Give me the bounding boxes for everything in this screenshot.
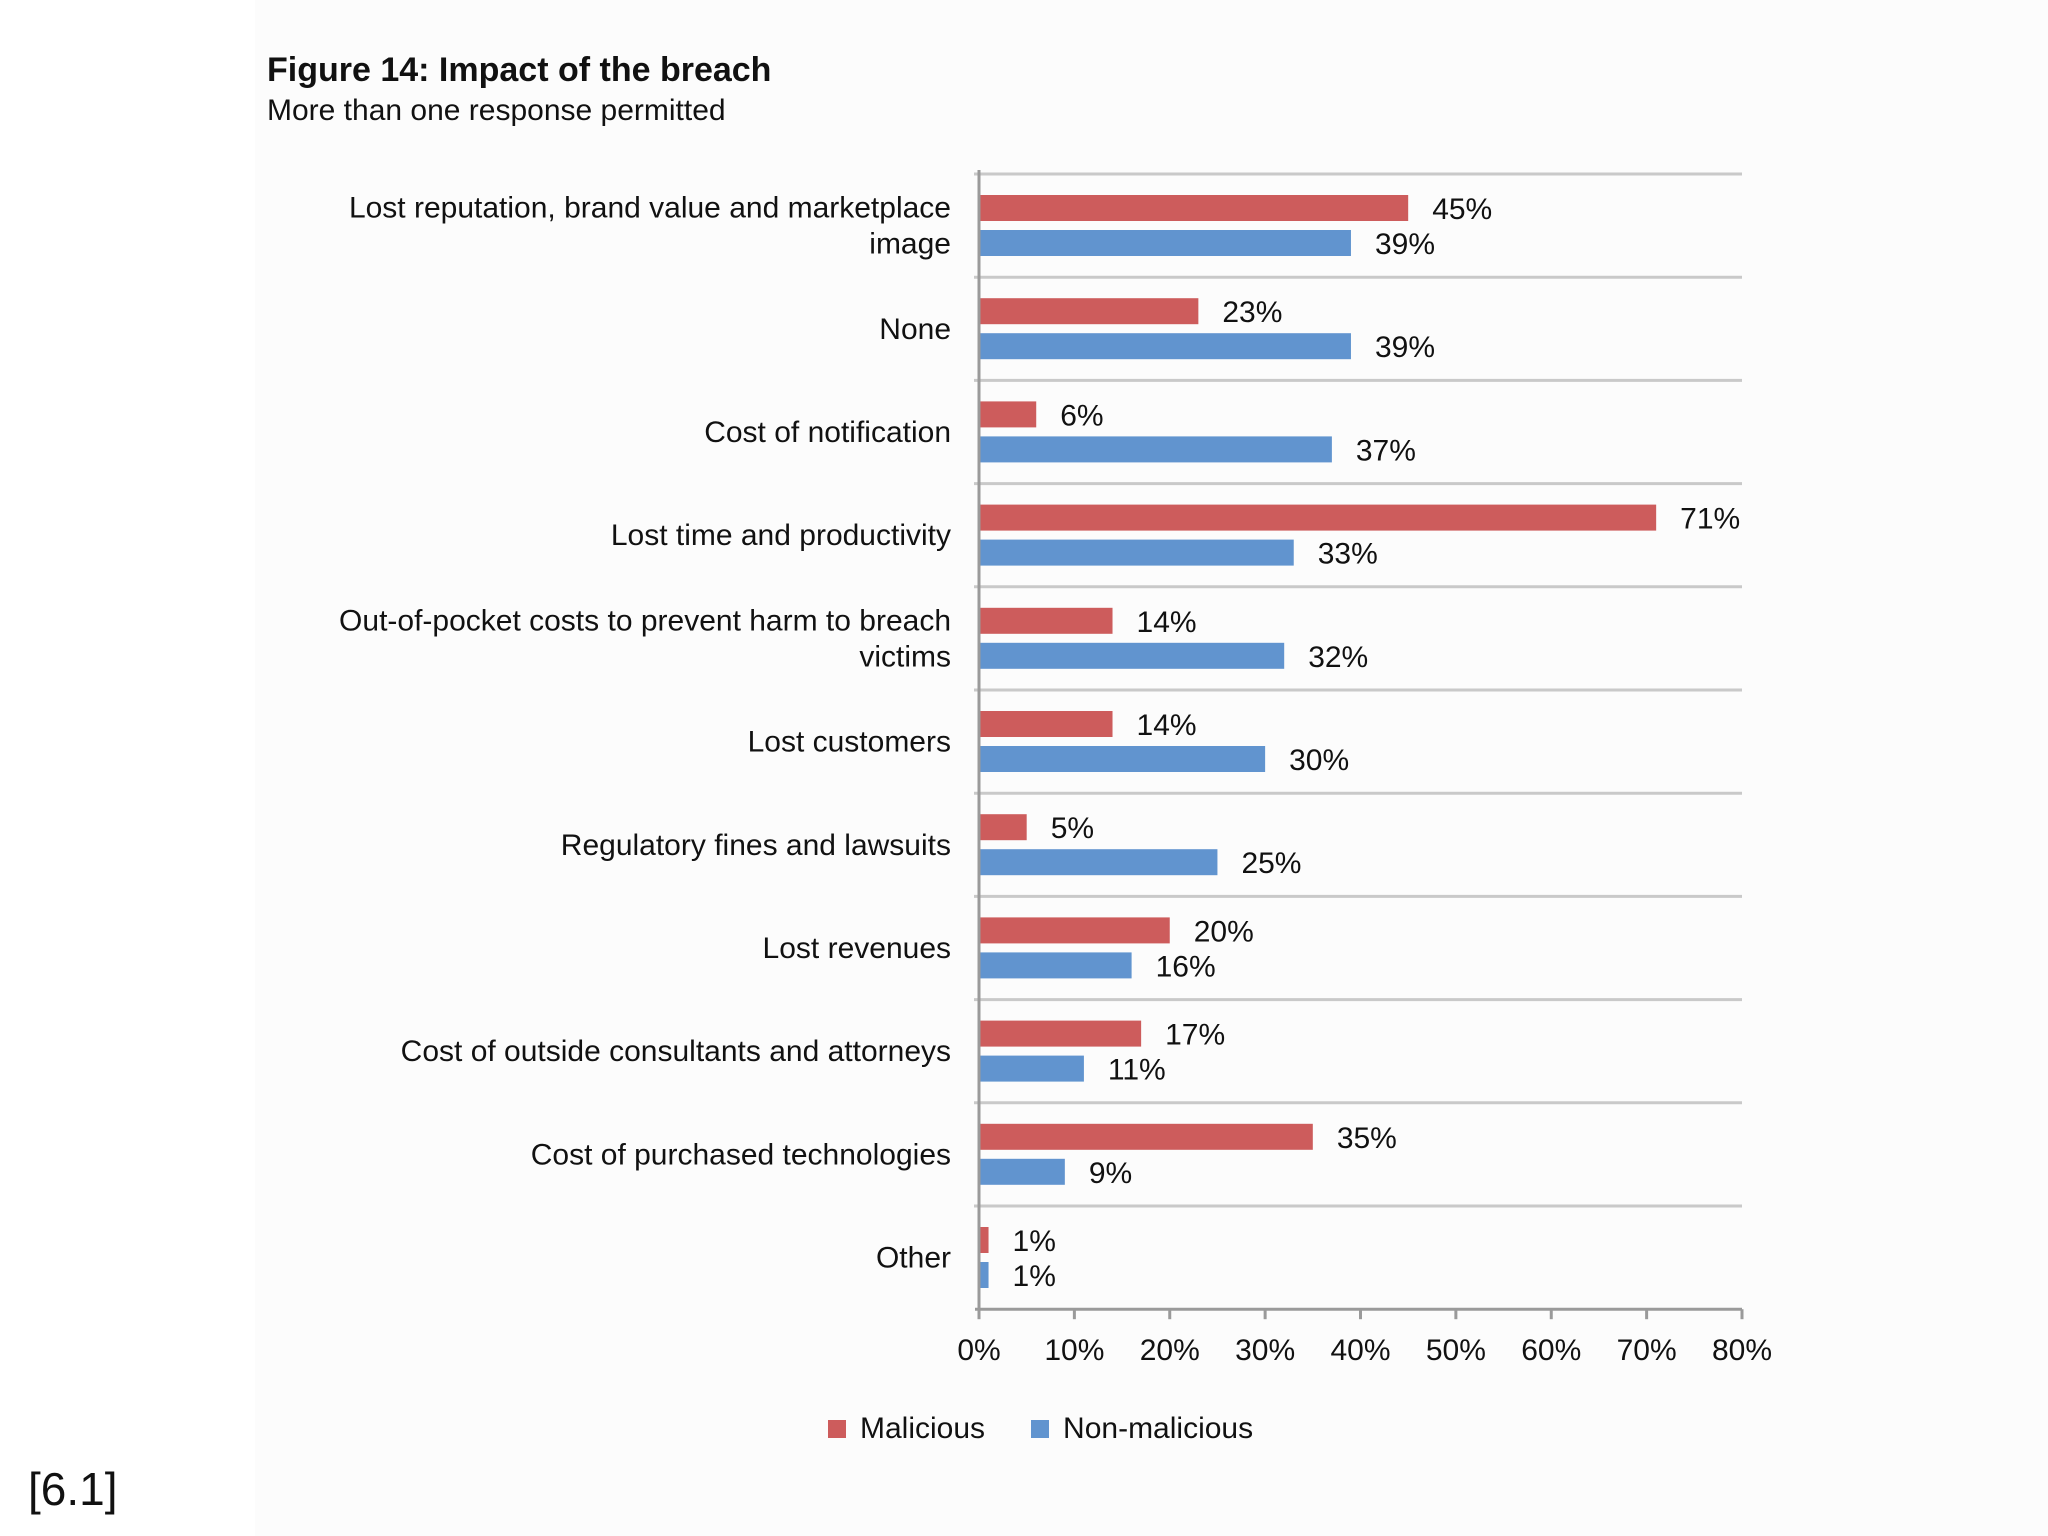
x-tick-label: 0% xyxy=(957,1334,1000,1367)
chart-title: Figure 14: Impact of the breach xyxy=(267,51,772,89)
data-label: 39% xyxy=(1375,228,1435,261)
legend-item-non-malicious: Non-malicious xyxy=(1031,1412,1253,1446)
data-label: 16% xyxy=(1156,950,1216,983)
data-label: 23% xyxy=(1222,296,1282,329)
legend-label-malicious: Malicious xyxy=(860,1412,986,1445)
data-label: 25% xyxy=(1241,847,1301,880)
category-label: None xyxy=(879,313,951,346)
data-label: 30% xyxy=(1289,744,1349,777)
data-label: 17% xyxy=(1165,1019,1225,1052)
data-label: 9% xyxy=(1089,1157,1132,1190)
data-label: 71% xyxy=(1680,503,1740,536)
x-tick-label: 80% xyxy=(1712,1334,1772,1367)
bar-malicious xyxy=(979,1123,1313,1150)
category-label: Lost customers xyxy=(748,726,951,759)
data-label: 35% xyxy=(1337,1122,1397,1155)
data-label: 14% xyxy=(1137,709,1197,742)
bar-malicious xyxy=(979,917,1170,944)
bar-malicious xyxy=(979,1020,1142,1047)
category-label: Lost reputation, brand value and marketp… xyxy=(349,192,951,225)
bar-non-malicious xyxy=(979,1158,1065,1185)
category-label: Cost of purchased technologies xyxy=(531,1138,951,1171)
data-label: 1% xyxy=(1013,1225,1056,1258)
category-label: image xyxy=(869,228,951,261)
data-label: 6% xyxy=(1060,399,1103,432)
bar-non-malicious xyxy=(979,849,1218,876)
data-label: 32% xyxy=(1308,641,1368,674)
legend-item-malicious: Malicious xyxy=(828,1412,985,1446)
legend-swatch-malicious xyxy=(828,1420,846,1438)
footnote: [6.1] xyxy=(28,1463,118,1515)
bar-non-malicious xyxy=(979,1262,989,1288)
bar-non-malicious xyxy=(979,436,1332,463)
x-tick-label: 10% xyxy=(1044,1334,1104,1367)
bar-non-malicious xyxy=(979,642,1285,669)
x-tick-label: 20% xyxy=(1140,1334,1200,1367)
bar-non-malicious xyxy=(979,333,1351,360)
bar-malicious xyxy=(979,814,1027,841)
bar-malicious xyxy=(979,504,1657,531)
data-label: 39% xyxy=(1375,331,1435,364)
category-label: Out-of-pocket costs to prevent harm to b… xyxy=(339,604,951,637)
data-label: 33% xyxy=(1318,538,1378,571)
category-label: Lost revenues xyxy=(763,932,951,965)
category-label: victims xyxy=(859,640,951,673)
category-label: Other xyxy=(876,1242,951,1275)
data-label: 5% xyxy=(1051,812,1094,845)
bar-non-malicious xyxy=(979,1055,1084,1082)
data-label: 37% xyxy=(1356,434,1416,467)
bar-malicious xyxy=(979,1227,989,1253)
data-label: 45% xyxy=(1432,193,1492,226)
x-tick-label: 30% xyxy=(1235,1334,1295,1367)
bar-non-malicious xyxy=(979,230,1351,256)
category-label: Regulatory fines and lawsuits xyxy=(561,829,951,862)
legend-swatch-non-malicious xyxy=(1031,1420,1050,1438)
chart-subtitle: More than one response permitted xyxy=(267,94,726,127)
bar-non-malicious xyxy=(979,952,1132,979)
bar-malicious xyxy=(979,195,1409,221)
bar-malicious xyxy=(979,607,1113,634)
x-tick-label: 70% xyxy=(1617,1334,1677,1367)
legend-label-non-malicious: Non-malicious xyxy=(1063,1412,1254,1445)
bar-malicious xyxy=(979,298,1199,325)
bar-chart: Lost reputation, brand value and marketp… xyxy=(339,170,1772,1367)
bar-malicious xyxy=(979,401,1037,428)
bar-non-malicious xyxy=(979,539,1294,566)
category-label: Cost of notification xyxy=(704,416,951,449)
category-label: Cost of outside consultants and attorney… xyxy=(401,1035,951,1068)
data-label: 20% xyxy=(1194,915,1254,948)
category-label: Lost time and productivity xyxy=(611,519,951,552)
x-tick-label: 60% xyxy=(1521,1334,1581,1367)
title-block: Figure 14: Impact of the breach More tha… xyxy=(267,48,771,130)
bar-malicious xyxy=(979,711,1113,737)
x-tick-label: 40% xyxy=(1330,1334,1390,1367)
x-tick-label: 50% xyxy=(1426,1334,1486,1367)
bar-non-malicious xyxy=(979,746,1266,772)
data-label: 1% xyxy=(1013,1260,1056,1293)
data-label: 14% xyxy=(1137,606,1197,639)
data-label: 11% xyxy=(1108,1054,1166,1087)
legend: Malicious Non-malicious xyxy=(828,1412,1299,1446)
